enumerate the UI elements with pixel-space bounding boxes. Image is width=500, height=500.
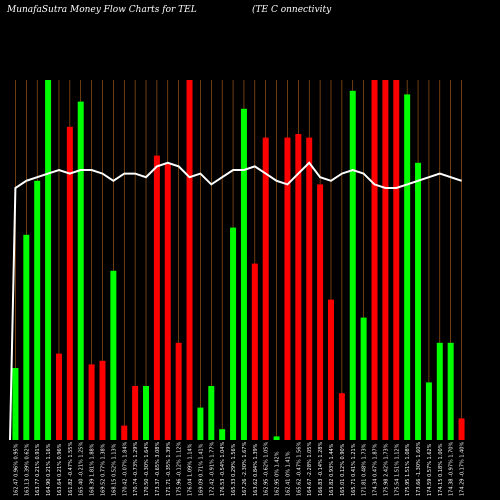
x-tick-label: 172.42 -0.91% 1.77%: [209, 442, 215, 496]
x-tick-label: 174.59 0.57% 1.62%: [427, 443, 433, 496]
money-flow-bar: [153, 155, 160, 440]
x-tick-label: 165.62 -0.47% 1.56%: [296, 442, 302, 496]
money-flow-bar: [393, 80, 400, 440]
x-tick-label: 163.64 0.21% 0.96%: [57, 443, 63, 496]
x-tick-label: 174.34 0.47% 1.87%: [373, 443, 379, 496]
money-flow-bar: [77, 101, 84, 440]
money-flow-bar: [45, 80, 52, 440]
x-tick-label: 163.77 0.21% 0.91%: [35, 443, 41, 496]
money-flow-bar: [121, 425, 128, 440]
money-flow-bar: [164, 162, 171, 441]
money-flow-bar: [34, 180, 41, 441]
x-axis-labels: 162.47 0.96% 0.95% 163.13 0.39% 0.62% 163.…: [13, 442, 465, 496]
company-name: (TE C onnectivity: [252, 5, 332, 15]
x-tick-label: 167.26 -2.30% 1.67%: [242, 442, 248, 496]
money-flow-bar: [88, 364, 95, 440]
x-tick-label: 174.38 -0.97% 1.70%: [449, 442, 455, 496]
x-tick-label: 165.71 0.41% 1.21%: [351, 443, 357, 496]
x-tick-label: 176.53 -0.54% 1.04%: [220, 442, 226, 496]
money-flow-bar: [219, 429, 226, 440]
x-tick-label: 173.66 -1.30% 1.60%: [416, 442, 422, 496]
money-flow-bar: [458, 418, 465, 440]
money-flow-bar: [262, 137, 269, 440]
money-flow-bar: [382, 80, 389, 440]
x-tick-label: 163.82 0.93% 1.44%: [329, 443, 335, 496]
x-tick-label: 164.67 -2.28% 1.05%: [307, 442, 313, 496]
money-flow-bar: [208, 386, 215, 440]
x-tick-label: 169.09 0.71% 1.41%: [198, 443, 204, 496]
x-tick-label: 171.71 -0.35% 1.39%: [166, 442, 172, 496]
x-tick-label: 161.82 -0.47% 1.55%: [68, 442, 74, 496]
money-flow-bar: [360, 317, 367, 440]
x-tick-label: 165.33 0.29% 1.56%: [231, 443, 237, 496]
x-tick-label: 162.95 -0.62% 1.05%: [264, 442, 270, 496]
money-flow-bar: [327, 299, 334, 440]
money-flow-bar: [197, 407, 204, 440]
money-flow-bar: [306, 137, 313, 440]
x-tick-label: 164.90 0.21% 1.16%: [46, 443, 52, 496]
x-tick-label: 162.95 0% 1.42%: [275, 451, 281, 496]
x-tick-label: 165.40 -0.21% 1.25%: [79, 442, 85, 496]
money-flow-bar: [55, 353, 62, 440]
x-tick-label: 170.74 -0.73% 1.29%: [133, 442, 139, 496]
money-flow-bar: [12, 368, 19, 440]
money-flow-bar: [371, 80, 378, 440]
money-flow-bar: [132, 386, 139, 440]
money-flow-bar: [447, 342, 454, 440]
money-flow-bar: [425, 382, 432, 440]
money-flow-bar: [99, 360, 106, 440]
x-tick-label: 162.47 0.96% 0.95%: [13, 443, 19, 496]
x-tick-label: 163.62 0.84% 1.39%: [253, 443, 259, 496]
x-tick-label: 175.54 1.51% 1.12%: [394, 443, 400, 496]
bars: [12, 80, 465, 441]
money-flow-bar: [23, 234, 30, 440]
money-flow-bar: [240, 108, 247, 441]
money-flow-bar: [186, 80, 193, 440]
x-tick-label: 166.83 -0.14% 1.28%: [318, 442, 324, 496]
x-tick-label: 169.52 0.77% 1.38%: [100, 443, 106, 496]
money-flow-bar: [415, 162, 422, 441]
x-tick-label: 175.95 1.51% 1.08%: [405, 443, 411, 496]
money-flow-bar: [284, 137, 291, 440]
money-flow-bar: [404, 94, 411, 441]
money-flow-bar: [143, 386, 150, 440]
money-flow-bar: [317, 184, 324, 440]
x-tick-label: 168.15 0.52% 1.13%: [111, 443, 117, 496]
x-tick-label: 171.81 0.48% 1.73%: [362, 443, 368, 496]
x-tick-label: 175.98 2.42% 1.73%: [383, 443, 389, 496]
x-tick-label: 175.96 -0.12% 1.12%: [177, 442, 183, 496]
x-tick-label: 176.04 1.09% 1.14%: [188, 443, 194, 496]
chart-title: MunafaSutra Money Flow Charts for TEL: [7, 5, 197, 15]
money-flow-bar: [251, 263, 258, 440]
x-tick-label: 163.13 0.39% 0.62%: [24, 443, 30, 496]
money-flow-bar: [338, 393, 345, 440]
x-tick-label: 170.42 -0.07% 1.84%: [122, 442, 128, 496]
money-flow-bar: [295, 134, 302, 440]
x-tick-label: 168.39 1.81% 1.88%: [90, 443, 96, 496]
money-flow-bar: [110, 270, 117, 440]
x-tick-label: 165.01 0.12% 0.90%: [340, 443, 346, 496]
money-flow-bar: [230, 227, 237, 440]
x-tick-label: 174.29 -0.17% 1.40%: [460, 442, 466, 496]
money-flow-line: [9, 161, 462, 441]
x-tick-label: 170.50 -0.30% 1.64%: [144, 442, 150, 496]
money-flow-bar: [349, 90, 356, 441]
money-flow-bar: [436, 342, 443, 440]
money-flow-bar: [273, 436, 280, 440]
x-tick-label: 173.37 -0.65% 3.08%: [155, 442, 161, 496]
x-tick-label: 174.15 0.18% 1.00%: [438, 443, 444, 496]
money-flow-bar: [66, 126, 73, 441]
x-tick-label: 162.41 0% 1.41%: [285, 451, 291, 496]
money-flow-bar: [175, 342, 182, 440]
